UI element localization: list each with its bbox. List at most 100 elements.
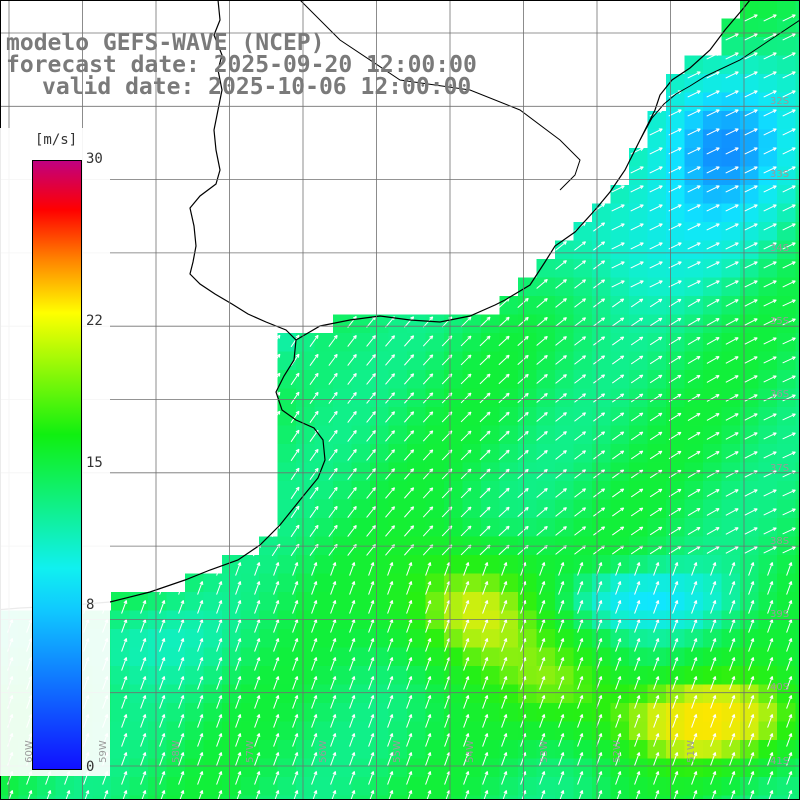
wind-speed-cell (111, 740, 131, 760)
wind-speed-cell (370, 555, 390, 575)
wind-speed-cell (703, 444, 723, 464)
wind-speed-cell (314, 629, 334, 649)
wind-arrow (744, 489, 758, 497)
wind-arrow (767, 676, 774, 690)
wind-arrow (482, 581, 489, 595)
wind-arrow (463, 733, 470, 747)
wind-arrow (425, 581, 432, 595)
wind-arrow (311, 714, 318, 728)
wind-speed-cell (795, 481, 800, 501)
wind-arrow (687, 71, 701, 79)
wind-arrow (121, 733, 128, 747)
wind-speed-cell (314, 555, 334, 575)
wind-arrow (498, 468, 510, 480)
wind-speed-cell (684, 314, 704, 334)
wind-arrow (706, 527, 720, 535)
wind-speed-cell (129, 795, 149, 800)
wind-speed-cell (185, 610, 205, 630)
wind-arrow (725, 223, 739, 231)
wind-speed-cell (647, 129, 667, 149)
wind-arrow (630, 336, 644, 346)
wind-arrow (744, 147, 758, 155)
wind-speed-cell (240, 703, 260, 723)
wind-arrow (744, 318, 758, 326)
wind-arrow (672, 600, 679, 614)
wind-speed-cell (203, 740, 223, 760)
wind-arrow (309, 486, 319, 500)
wind-arrow (668, 488, 682, 498)
wind-speed-cell (425, 518, 445, 538)
wind-arrow (539, 714, 546, 728)
wind-speed-cell (444, 684, 464, 704)
wind-arrow (482, 714, 489, 728)
wind-speed-cell (703, 55, 723, 75)
wind-speed-cell (795, 777, 800, 797)
wind-arrow (385, 373, 395, 385)
wind-arrow (501, 752, 508, 766)
wind-arrow (178, 638, 185, 652)
wind-arrow (593, 355, 606, 365)
wind-speed-cell (296, 740, 316, 760)
wind-speed-cell (536, 407, 556, 427)
wind-speed-cell (518, 740, 538, 760)
wind-arrow (387, 600, 394, 614)
wind-speed-cell (518, 629, 538, 649)
wind-arrow (691, 657, 698, 671)
wind-arrow (121, 752, 128, 766)
wind-arrow (422, 468, 434, 480)
wind-arrow (725, 413, 739, 421)
wind-arrow (744, 109, 758, 117)
wind-arrow (725, 394, 739, 402)
wind-arrow (649, 526, 663, 536)
wind-speed-cell (684, 92, 704, 112)
wind-arrow (159, 714, 166, 728)
wind-speed-cell (629, 370, 649, 390)
wind-speed-cell (647, 703, 667, 723)
wind-arrow (577, 695, 584, 709)
wind-arrow (782, 204, 796, 212)
wind-speed-cell (684, 185, 704, 205)
wind-arrow (422, 354, 434, 366)
wind-arrow (555, 469, 567, 479)
wind-speed-cell (222, 555, 242, 575)
wind-arrow (349, 619, 356, 633)
wind-arrow (668, 526, 682, 536)
wind-speed-cell (721, 666, 741, 686)
wind-speed-cell (758, 222, 778, 242)
wind-speed-cell (388, 777, 408, 797)
wind-arrow (744, 546, 758, 554)
wind-speed-cell (647, 518, 667, 538)
wind-arrow (274, 790, 280, 800)
wind-speed-cell (573, 277, 593, 297)
wind-speed-cell (703, 629, 723, 649)
wind-speed-cell (684, 610, 704, 630)
wind-arrow (404, 335, 415, 347)
wind-speed-cell (629, 740, 649, 760)
wind-speed-cell (592, 425, 612, 445)
wind-speed-cell (166, 721, 186, 741)
wind-speed-cell (703, 573, 723, 593)
wind-arrow (654, 790, 660, 800)
wind-speed-cell (518, 610, 538, 630)
wind-arrow (593, 260, 606, 270)
wind-arrow (749, 790, 755, 800)
wind-speed-cell (259, 647, 279, 667)
wind-speed-cell (185, 795, 205, 800)
wind-arrow (501, 714, 508, 728)
wind-speed-cell (610, 370, 630, 390)
wind-speed-cell (185, 592, 205, 612)
wind-speed-cell (592, 314, 612, 334)
wind-arrow (615, 733, 622, 747)
wind-arrow (273, 619, 280, 633)
wind-speed-cell (351, 721, 371, 741)
wind-speed-cell (684, 758, 704, 778)
wind-arrow (668, 374, 682, 384)
wind-speed-cell (499, 388, 519, 408)
wind-speed-cell (425, 555, 445, 575)
wind-speed-cell (333, 444, 353, 464)
wind-speed-cell (351, 647, 371, 667)
wind-speed-cell (555, 740, 575, 760)
wind-arrow (311, 657, 318, 671)
wind-speed-cell (758, 647, 778, 667)
wind-speed-cell (296, 684, 316, 704)
